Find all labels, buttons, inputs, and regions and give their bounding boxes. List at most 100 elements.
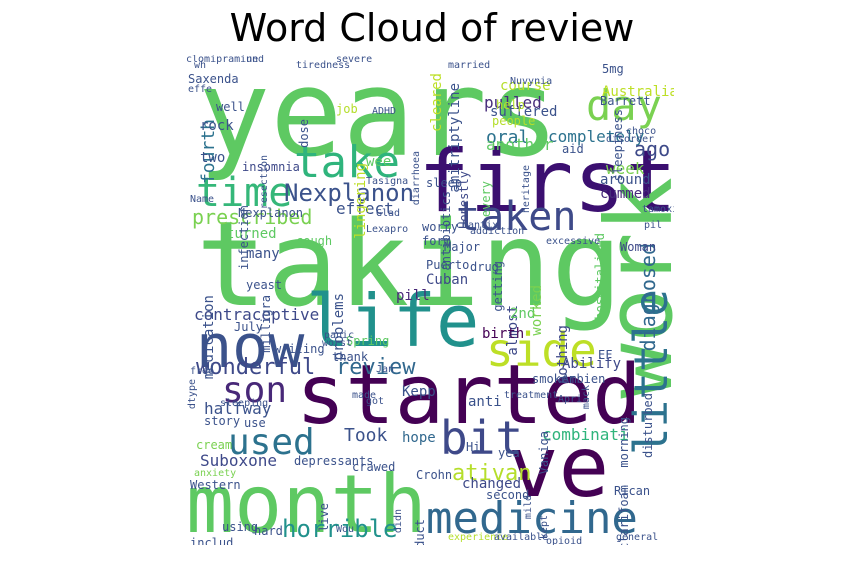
cloud-word: prescribed (192, 205, 313, 229)
cloud-word: Hi (466, 440, 481, 454)
cloud-word: Saxenda (188, 72, 239, 86)
cloud-word: ADHD (372, 106, 397, 117)
cloud-word: Crohn (416, 468, 453, 482)
cloud-word: first (418, 132, 674, 232)
cloud-word: product (413, 519, 427, 545)
cloud-word: Western (190, 478, 241, 492)
cloud-word: dose (297, 119, 311, 148)
cloud-word: Glad (376, 208, 401, 219)
cloud-word: July (234, 320, 263, 334)
cloud-word: medicine (426, 493, 638, 544)
cloud-word: smoker (532, 372, 576, 386)
cloud-word: years (198, 55, 560, 184)
cloud-word: combinati (542, 425, 629, 444)
cloud-word: life (306, 279, 480, 363)
cloud-word: sleep (426, 176, 463, 190)
cloud-word: course (500, 78, 551, 94)
cloud-word: many (246, 246, 280, 262)
cloud-word: panic (324, 330, 355, 341)
cloud-word: disturbed (641, 393, 655, 459)
cloud-word: EF (598, 348, 613, 362)
cloud-word: Jan (376, 364, 395, 375)
cloud-word: thank (332, 350, 369, 364)
cloud-word: yea (498, 446, 520, 460)
cloud-word: general (616, 532, 659, 543)
cloud-word: effect (336, 199, 394, 218)
cloud-word: worst (322, 338, 353, 349)
cloud-word: drug (470, 260, 499, 274)
cloud-word: ve (508, 418, 610, 516)
cloud-word: severe (336, 55, 373, 65)
cloud-word: married (448, 60, 491, 71)
cloud-word: sleeping (220, 398, 269, 409)
cloud-word: effe (188, 84, 213, 95)
cloud-word: Nuvynia (510, 76, 553, 87)
cloud-word: wonderful (196, 355, 316, 380)
cloud-word: pill (396, 288, 430, 304)
cloud-word: job (336, 102, 358, 116)
cloud-word: experience (448, 532, 509, 543)
cloud-word: week (606, 159, 645, 178)
cloud-word: birth (482, 326, 525, 342)
cloud-word: turned (226, 226, 277, 242)
cloud-word: choco (626, 126, 657, 137)
cloud-word: bit (440, 411, 524, 465)
cloud-word: oral (486, 127, 530, 148)
cloud-word: 2nd (510, 306, 536, 322)
cloud-word: Abilify (562, 356, 622, 372)
cloud-word: writing (274, 342, 325, 356)
cloud-word: using (222, 520, 259, 534)
cloud-word: resection (259, 155, 270, 210)
chart-title: Word Cloud of review (229, 6, 635, 50)
cloud-word: pulled (484, 93, 542, 112)
cloud-word: second (486, 488, 530, 502)
cloud-word: mack (581, 385, 592, 410)
cloud-word: story (204, 414, 241, 428)
cloud-word: side (486, 323, 597, 377)
cloud-word: und (246, 55, 265, 65)
cloud-word: Name (190, 194, 215, 205)
cloud-word: made (352, 390, 377, 401)
cloud-word: ativan (452, 461, 532, 486)
cloud-word: ago (634, 137, 671, 161)
cloud-word: Rican (614, 484, 651, 498)
cloud-word: didn (393, 509, 404, 534)
cloud-word: hard (254, 524, 283, 538)
cloud-word: halfway (204, 399, 272, 418)
cloud-word: disorder (606, 134, 655, 145)
cloud-word: Lexapro (366, 224, 409, 235)
cloud-word: includ (190, 536, 234, 545)
cloud-word: day (586, 81, 662, 130)
cloud-word: Kepp (402, 384, 436, 400)
cloud-word: excessive (546, 236, 601, 247)
cloud-word: morning (617, 417, 631, 468)
cloud-word: kept (539, 515, 550, 540)
cloud-word: now (196, 312, 305, 382)
cloud-word: anxiety (194, 468, 237, 479)
cloud-word: 5mg (602, 62, 624, 76)
cloud-word: free (190, 366, 215, 377)
cloud-word: insomnia (242, 160, 300, 174)
cloud-word: changed (462, 476, 522, 492)
cloud-word: Apri (558, 394, 583, 405)
cloud-word: horrible (282, 515, 398, 543)
cloud-word: rock (200, 118, 234, 134)
cloud-word: wh (194, 60, 207, 71)
cloud-word: sleepiness (611, 109, 625, 182)
cloud-word: Took (344, 425, 388, 446)
cloud-word: form (422, 234, 451, 248)
cloud-word: suffered (490, 104, 558, 120)
cloud-word: pil (644, 220, 663, 231)
cloud-word: Major (444, 240, 481, 254)
cloud-word: yeast (246, 278, 283, 292)
cloud-word: month (186, 458, 427, 545)
cloud-word: live (317, 503, 331, 532)
cloud-word: Spring (346, 334, 390, 348)
cloud-word: started (296, 348, 642, 443)
cloud-word: review (336, 355, 416, 380)
cloud-word: diagnosed (636, 243, 660, 352)
cloud-word: hope (402, 430, 436, 446)
cloud-word: contraceptive (194, 305, 320, 324)
cloud-word: treatment (504, 390, 559, 401)
cloud-word: every (479, 181, 493, 218)
